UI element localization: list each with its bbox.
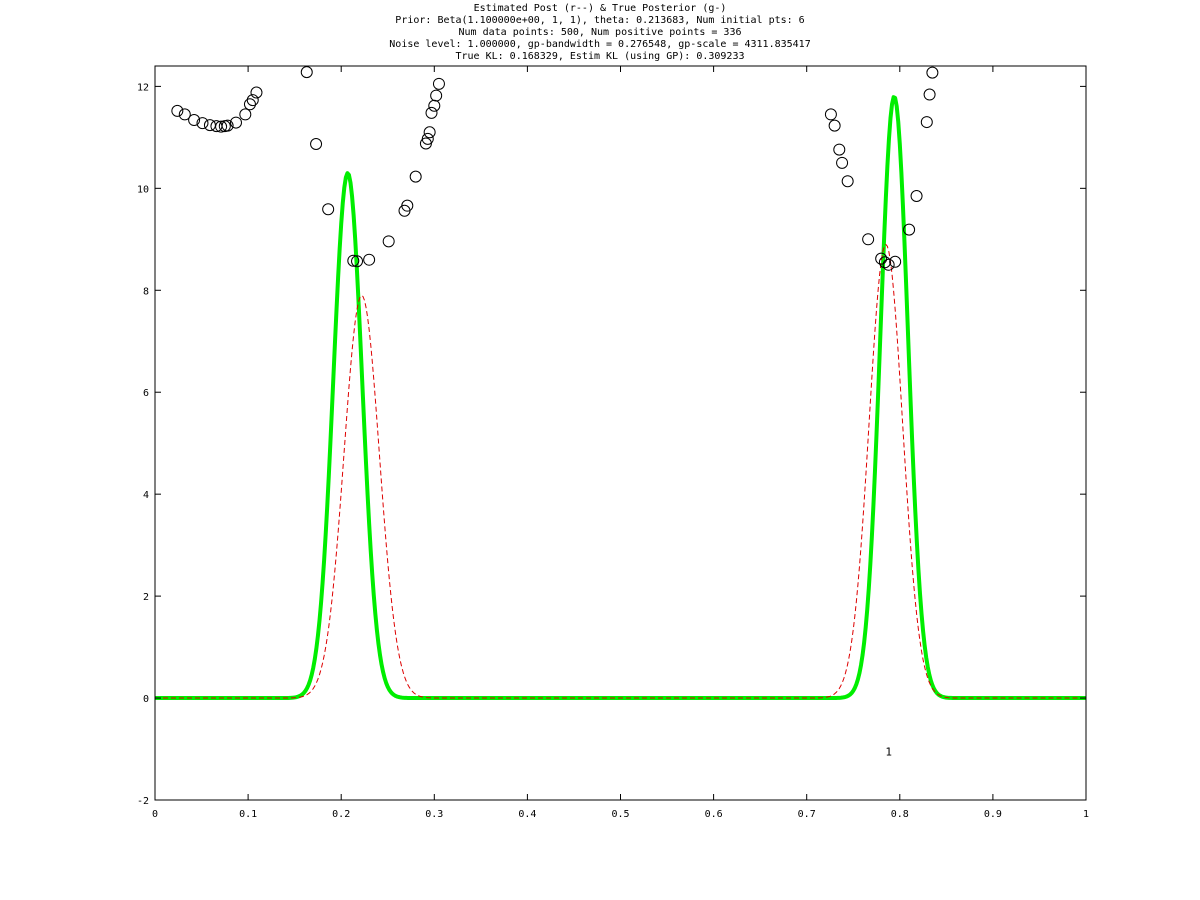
- scatter-point: [322, 203, 335, 216]
- estimated-posterior-line: [155, 243, 1086, 699]
- chart-curves: [154, 95, 1087, 701]
- scatter-point: [430, 89, 443, 102]
- scatter-point: [926, 66, 939, 79]
- title-line: Noise level: 1.000000, gp-bandwidth = 0.…: [389, 39, 810, 50]
- chart-title: Estimated Post (r--) & True Posterior (g…: [389, 3, 810, 62]
- scatter-point: [409, 170, 422, 183]
- x-tick-label: 0.8: [891, 809, 909, 820]
- y-tick-label: 10: [137, 184, 149, 195]
- y-tick-label: 4: [143, 490, 149, 501]
- scatter-point: [423, 126, 436, 139]
- scatter-point: [425, 106, 438, 119]
- scatter-point: [828, 119, 841, 132]
- scatter-point: [903, 223, 916, 236]
- scatter-point: [882, 258, 895, 271]
- y-tick-label: 8: [143, 286, 149, 297]
- scatter-point: [310, 137, 323, 150]
- scatter-point: [246, 94, 259, 107]
- scatter-point: [178, 108, 191, 121]
- scatter-point: [196, 117, 209, 130]
- scatter-point: [862, 233, 875, 246]
- y-tick-label: 0: [143, 694, 149, 705]
- annotation-label: 1: [885, 746, 892, 759]
- scatter-point: [910, 189, 923, 202]
- y-tick-label: 12: [137, 82, 149, 93]
- scatter-point: [833, 143, 846, 156]
- scatter-point: [401, 199, 414, 212]
- scatter-point: [239, 108, 252, 121]
- scatter-point: [351, 255, 364, 268]
- x-tick-label: 0.7: [798, 809, 816, 820]
- scatter-point: [300, 66, 313, 79]
- title-line: Num data points: 500, Num positive point…: [459, 27, 742, 38]
- scatter-point: [229, 116, 242, 129]
- title-line: Prior: Beta(1.100000e+00, 1, 1), theta: …: [395, 15, 804, 26]
- scatter-point: [920, 116, 933, 129]
- scatter-point: [875, 252, 888, 265]
- plot-frame: [154, 65, 1087, 801]
- scatter-point: [221, 119, 234, 132]
- x-tick-label: 0.4: [518, 809, 536, 820]
- title-line: Estimated Post (r--) & True Posterior (g…: [474, 3, 727, 14]
- scatter-point: [428, 99, 441, 112]
- chart-scatter-points: [171, 66, 939, 271]
- chart-annotations: 1: [885, 746, 892, 759]
- scatter-point: [215, 120, 228, 133]
- x-tick-label: 1: [1083, 809, 1089, 820]
- scatter-point: [432, 77, 445, 90]
- x-tick-label: 0: [152, 809, 158, 820]
- y-tick-label: 2: [143, 592, 149, 603]
- x-tick-label: 0.1: [239, 809, 257, 820]
- scatter-point: [824, 108, 837, 121]
- scatter-point: [889, 255, 902, 268]
- scatter-point: [923, 88, 936, 101]
- x-tick-label: 0.3: [425, 809, 443, 820]
- x-tick-label: 0.9: [984, 809, 1002, 820]
- scatter-point: [836, 156, 849, 169]
- scatter-point: [382, 235, 395, 248]
- x-tick-label: 0.5: [611, 809, 629, 820]
- x-tick-label: 0.2: [332, 809, 350, 820]
- scatter-point: [878, 256, 891, 269]
- scatter-point: [188, 114, 201, 127]
- title-line: True KL: 0.168329, Estim KL (using GP): …: [456, 51, 745, 62]
- y-tick-label: -2: [137, 796, 149, 807]
- scatter-point: [421, 132, 434, 145]
- scatter-point: [243, 98, 256, 111]
- y-tick-label: 6: [143, 388, 149, 399]
- scatter-point: [347, 254, 360, 267]
- x-tick-label: 0.6: [705, 809, 723, 820]
- true-posterior-line: [154, 95, 1087, 701]
- scatter-point: [171, 104, 184, 117]
- scatter-point: [363, 253, 376, 266]
- scatter-point: [250, 86, 263, 99]
- scatter-point: [841, 175, 854, 188]
